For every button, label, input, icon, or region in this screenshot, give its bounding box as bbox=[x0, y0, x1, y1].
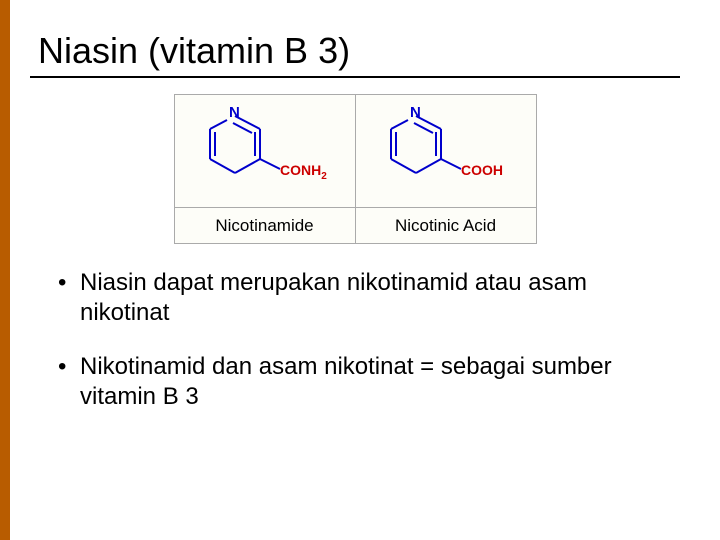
accent-bar bbox=[0, 0, 10, 540]
bullet-list: Niasin dapat merupakan nikotinamid atau … bbox=[58, 268, 680, 412]
list-item: Niasin dapat merupakan nikotinamid atau … bbox=[58, 268, 680, 328]
substituent-label: CONH2 bbox=[280, 162, 327, 182]
page-title: Niasin (vitamin B 3) bbox=[38, 30, 680, 72]
nitrogen-atom: N bbox=[229, 104, 240, 121]
molecule-table: N CONH2 bbox=[174, 94, 537, 244]
molecule-cell-nicotinic-acid: N COOH bbox=[355, 95, 536, 208]
molecule-name: Nicotinic Acid bbox=[355, 208, 536, 244]
slide-content: Niasin (vitamin B 3) bbox=[0, 0, 720, 540]
nitrogen-atom: N bbox=[410, 104, 421, 121]
molecule-name: Nicotinamide bbox=[174, 208, 355, 244]
list-item: Nikotinamid dan asam nikotinat = sebagai… bbox=[58, 352, 680, 412]
molecule-cell-nicotinamide: N CONH2 bbox=[174, 95, 355, 208]
substituent-label: COOH bbox=[461, 162, 503, 178]
title-underline bbox=[30, 76, 680, 78]
